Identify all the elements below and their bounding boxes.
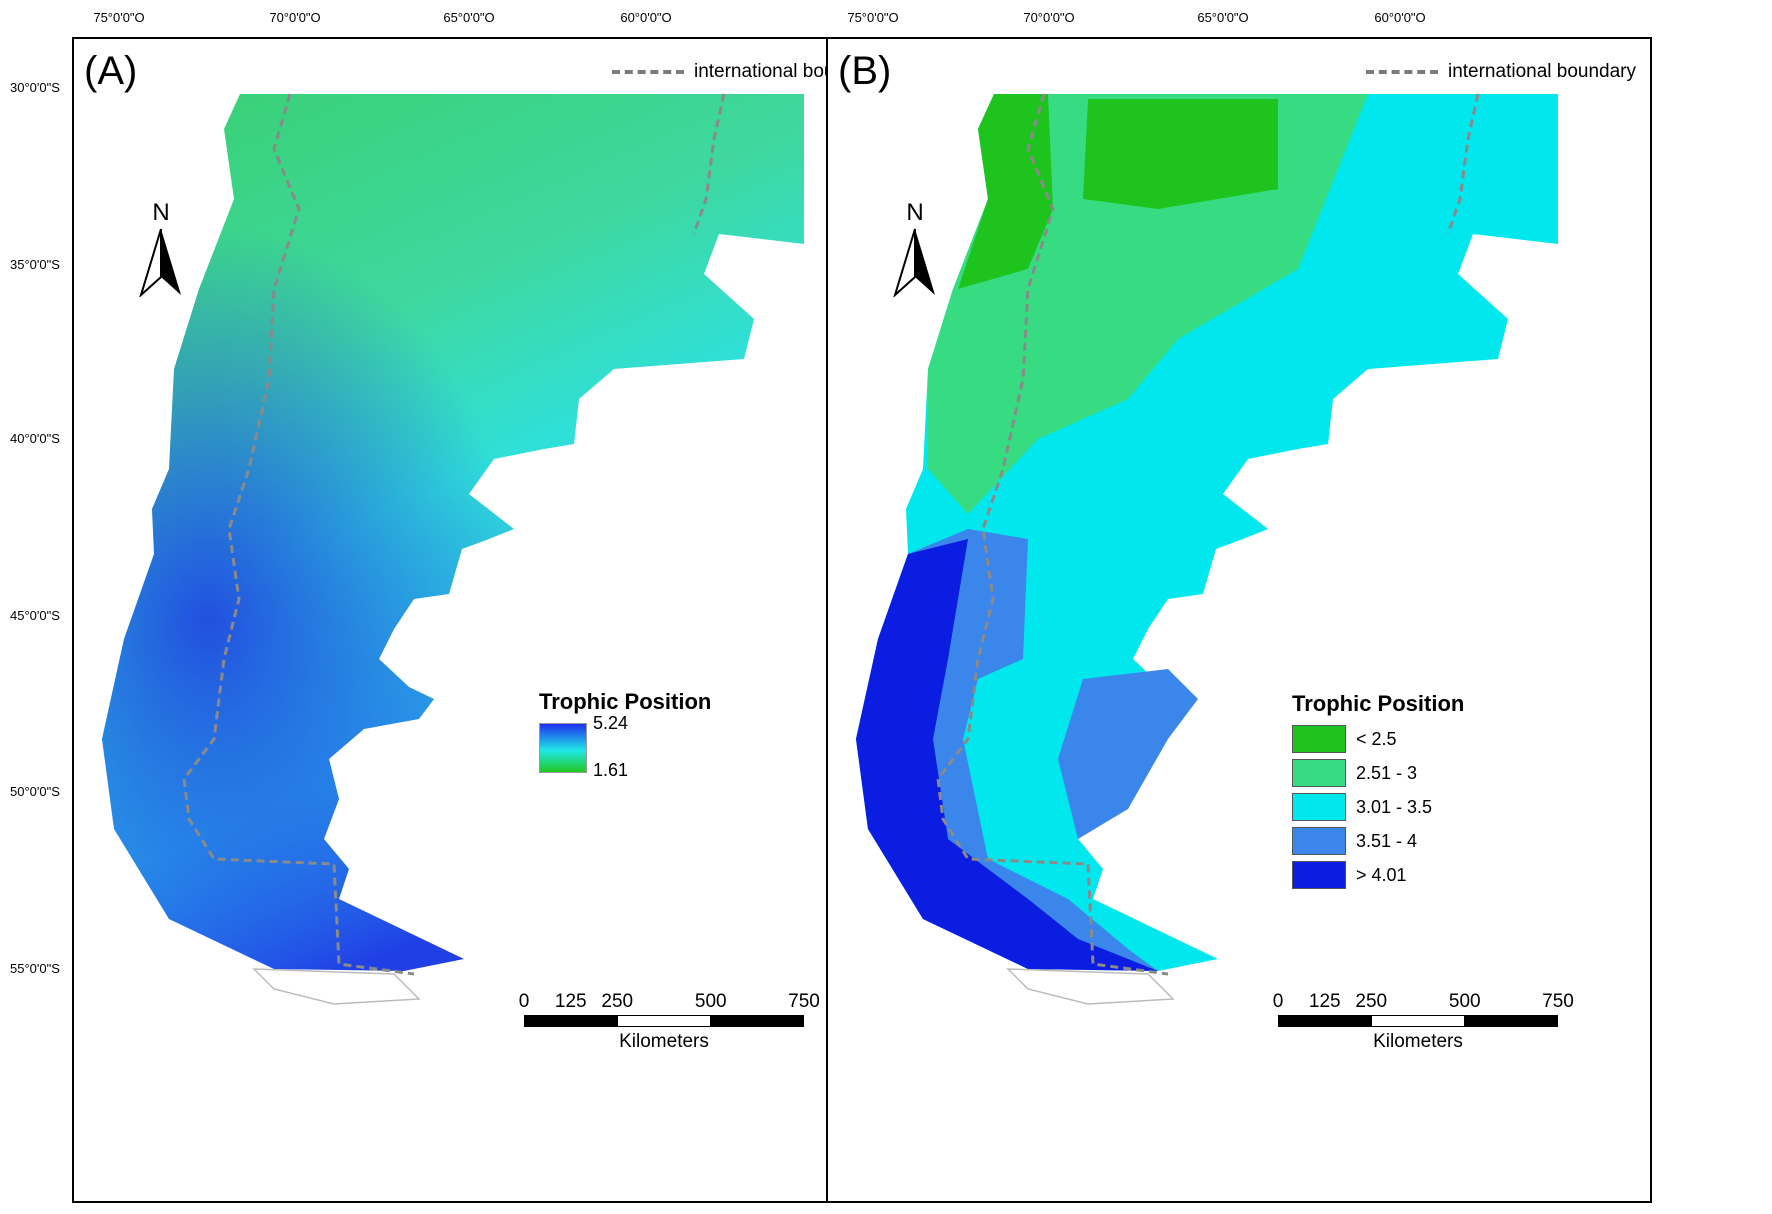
lat-label-30s: 30°0'0"S [10,80,60,95]
north-arrow-b: N [890,199,940,302]
legend-b: Trophic Position < 2.5 2.51 - 3 3.01 - 3… [1292,691,1464,895]
lon-label-60w-a: 60°0'0"O [620,10,672,25]
scale-tick: 250 [1355,991,1388,1012]
panel-label-b: (B) [838,49,892,93]
north-arrow-icon [893,228,935,299]
color-ramp: 5.24 1.61 [539,713,711,781]
lat-label-45s: 45°0'0"S [10,608,60,623]
international-boundary-line [936,93,1169,976]
legend-title: Trophic Position [539,689,712,714]
north-label: N [906,199,924,226]
scale-tick: 0 [1272,991,1284,1012]
boundary-legend-label: international boundary [1447,61,1636,82]
ramp-min-label: 1.61 [593,760,629,780]
scale-tick: 125 [1308,991,1341,1012]
legend-class-label: 2.51 - 3 [1356,762,1418,783]
legend-class-row: 3.51 - 4 [1292,827,1464,855]
legend-a: Trophic Position 5.24 1.61 [539,689,711,781]
lon-label-65w-b: 65°0'0"O [1197,10,1249,25]
legend-class-label: 3.51 - 4 [1356,830,1418,851]
map-panel-b: (B) international boundary N Trophic Pos… [826,37,1652,1203]
tierra-del-fuego-outline [1006,968,1175,1005]
trophic-class-map [856,93,1558,1005]
scale-tick: 750 [1542,991,1574,1012]
land-class-lt-2.5 [958,94,1278,289]
color-ramp-bar [539,723,587,773]
tierra-del-fuego-outline [252,968,421,1005]
legend-swatch [1292,827,1346,855]
ramp-max-label: 5.24 [593,713,629,733]
legend-class-label: > 4.01 [1356,864,1407,885]
lon-label-75w-a: 75°0'0"O [93,10,145,25]
legend-class-row: > 4.01 [1292,861,1464,889]
scale-tick: 250 [601,991,634,1012]
lat-label-40s: 40°0'0"S [10,431,60,446]
lon-label-75w-b: 75°0'0"O [847,10,899,25]
scale-tick: 500 [1448,991,1481,1012]
scale-tick: 750 [788,991,820,1012]
land-class-gt-4.01 [856,539,1158,971]
map-panel-a: (A) international boundary N Trophic Pos… [72,37,898,1203]
lon-label-60w-b: 60°0'0"O [1374,10,1426,25]
panel-label-a: (A) [84,49,138,93]
scale-tick: 500 [694,991,727,1012]
north-arrow-a: N [136,199,186,302]
scale-unit: Kilometers [619,1031,709,1052]
north-arrow-icon [139,228,181,299]
legend-class-label: < 2.5 [1356,728,1397,749]
legend-class-row: < 2.5 [1292,725,1464,753]
international-boundary-line [182,93,415,976]
legend-swatch [1292,861,1346,889]
scale-tick: 125 [554,991,587,1012]
legend-class-row: 3.01 - 3.5 [1292,793,1464,821]
lat-label-50s: 50°0'0"S [10,784,60,799]
lon-label-65w-a: 65°0'0"O [443,10,495,25]
trophic-gradient-map [102,93,804,1005]
scale-bar-b: 0 125 250 500 750 Kilometers [1273,991,1574,1053]
scale-bar-a: 0 125 250 500 750 Kilometers [519,991,820,1053]
legend-swatch [1292,759,1346,787]
scale-unit: Kilometers [1373,1031,1463,1052]
west-coast-shading [102,94,804,971]
north-label: N [152,199,170,226]
lon-label-70w-a: 70°0'0"O [269,10,321,25]
legend-class-label: 3.01 - 3.5 [1356,796,1433,817]
dashed-line-sample [1365,70,1438,74]
boundary-legend-b: international boundary [1365,61,1636,83]
legend-swatch [1292,725,1346,753]
lon-label-70w-b: 70°0'0"O [1023,10,1075,25]
dashed-line-sample [611,70,684,74]
legend-class-row: 2.51 - 3 [1292,759,1464,787]
legend-title: Trophic Position [1292,691,1465,716]
lat-label-35s: 35°0'0"S [10,257,60,272]
lat-label-55s: 55°0'0"S [10,961,60,976]
scale-tick: 0 [518,991,530,1012]
legend-swatch [1292,793,1346,821]
